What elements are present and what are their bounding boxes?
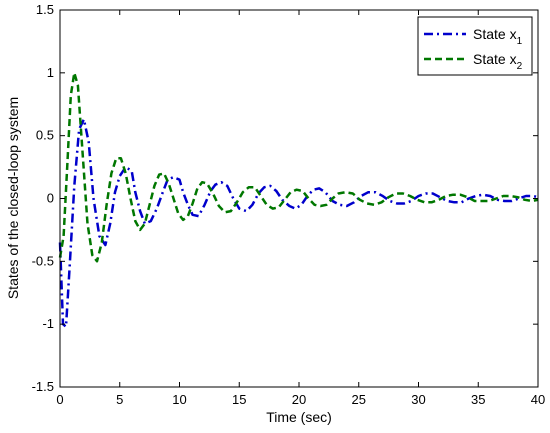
- legend-label-state-x1: State x1: [473, 26, 523, 47]
- y-tick-label: -0.5: [32, 253, 54, 268]
- legend-label-base: State x: [473, 26, 517, 42]
- x-tick-label: 35: [471, 392, 485, 407]
- series-line-state-x1: [58, 118, 539, 328]
- legend-label-state-x2: State x2: [473, 51, 523, 72]
- legend-box: [417, 16, 533, 76]
- y-tick-label: 0.5: [36, 128, 54, 143]
- x-tick-label: 40: [531, 392, 545, 407]
- y-tick-label: -1.5: [32, 379, 54, 394]
- x-tick-label: 0: [56, 392, 63, 407]
- y-tick-label: 0: [47, 191, 54, 206]
- ticks-layer: 0 5 10 15 20 25 30 35 40 -1.5 -1 -0.5 0 0.5 1 1.5: [32, 2, 546, 407]
- y-tick-label: 1.5: [36, 2, 54, 17]
- legend-label-sub: 2: [517, 61, 523, 72]
- series-layer: [58, 71, 539, 328]
- x-tick-label: 10: [172, 392, 186, 407]
- x-tick-label: 15: [232, 392, 246, 407]
- x-tick-label: 20: [292, 392, 306, 407]
- y-axis-label: States of the closed-loop system: [5, 97, 21, 299]
- legend-label-base: State x: [473, 51, 517, 67]
- x-axis-label: Time (sec): [266, 409, 332, 425]
- x-tick-label: 25: [352, 392, 366, 407]
- y-tick-label: -1: [42, 316, 54, 331]
- x-tick-label: 30: [411, 392, 425, 407]
- y-tick-label: 1: [47, 65, 54, 80]
- x-tick-label: 5: [116, 392, 123, 407]
- legend-label-sub: 1: [517, 36, 523, 47]
- legend: State x1 State x2: [417, 16, 533, 76]
- series-line-state-x2: [58, 71, 539, 263]
